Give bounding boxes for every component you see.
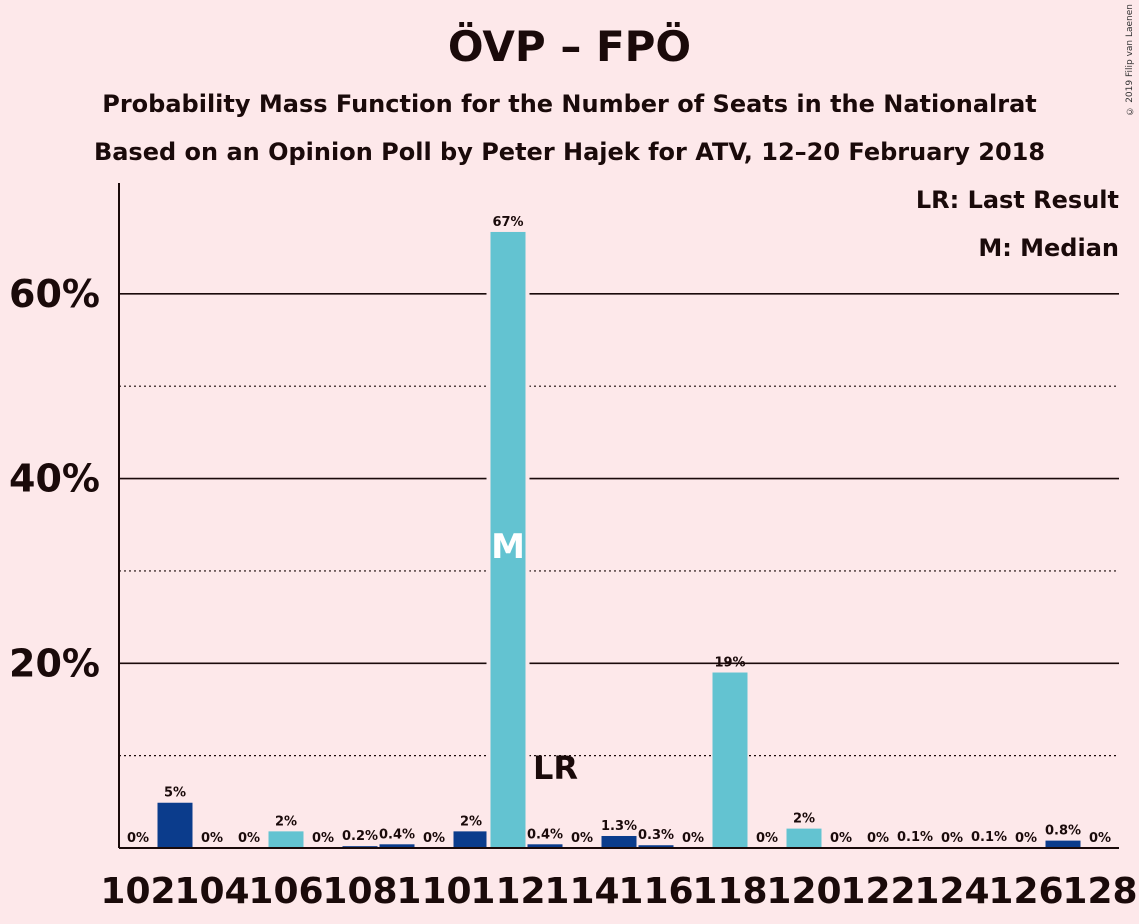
x-tick-label: 128 (1062, 871, 1137, 912)
last-result-marker: LR (533, 749, 578, 787)
bar-data-label: 0.2% (342, 829, 378, 844)
bar-data-label: 0.8% (1045, 824, 1081, 839)
bar-data-label: 0.4% (527, 827, 563, 842)
bar (712, 672, 748, 848)
bar-data-label: 2% (460, 814, 482, 829)
bar-data-label: 0.3% (638, 828, 674, 843)
bar-data-label: 0.1% (897, 830, 933, 845)
bar-data-label: 19% (714, 656, 745, 671)
legend-median: M: Median (978, 234, 1119, 262)
x-tick-label: 106 (248, 871, 323, 912)
chart-subtitle-2: Based on an Opinion Poll by Peter Hajek … (93, 138, 1046, 166)
bar-data-label: 0% (312, 831, 334, 846)
x-tick-label: 122 (840, 871, 915, 912)
bar-data-label: 0% (1089, 831, 1111, 846)
x-tick-label: 108 (322, 871, 397, 912)
x-tick-label: 112 (470, 871, 545, 912)
bar-data-label: 0% (756, 831, 778, 846)
bar (268, 831, 304, 848)
bar-data-label: 0% (941, 831, 963, 846)
bar-data-label: 0% (867, 831, 889, 846)
median-marker: M (491, 527, 525, 567)
bar (601, 835, 637, 848)
x-tick-label: 102 (100, 871, 175, 912)
bar-data-label: 0% (1015, 831, 1037, 846)
x-tick-label: 110 (396, 871, 471, 912)
x-tick-label: 114 (544, 871, 619, 912)
bar (638, 845, 674, 848)
bar-data-label: 0% (127, 831, 149, 846)
x-tick-label: 104 (174, 871, 249, 912)
y-tick-label: 60% (9, 272, 100, 316)
y-tick-label: 40% (9, 457, 100, 501)
bar (1045, 840, 1081, 848)
bar-data-label: 5% (164, 786, 186, 801)
bar (527, 844, 563, 848)
bar (379, 844, 415, 848)
bar-data-label: 0% (238, 831, 260, 846)
legend-last-result: LR: Last Result (915, 186, 1119, 214)
x-tick-label: 126 (988, 871, 1063, 912)
bar (157, 802, 193, 848)
bar-data-label: 1.3% (601, 819, 637, 834)
bar-data-label: 0.1% (971, 830, 1007, 845)
bar (786, 828, 822, 848)
bar-data-label: 0.4% (379, 827, 415, 842)
bar-data-label: 67% (492, 215, 523, 230)
bar-data-label: 2% (793, 812, 815, 827)
x-tick-label: 118 (692, 871, 767, 912)
bar-data-label: 0% (201, 831, 223, 846)
bar (490, 231, 526, 848)
bar-data-label: 0% (830, 831, 852, 846)
bar-data-label: 2% (275, 814, 297, 829)
bar-data-label: 0% (423, 831, 445, 846)
bar (453, 831, 489, 848)
x-tick-label: 116 (618, 871, 693, 912)
y-tick-label: 20% (9, 641, 100, 685)
bar-data-label: 0% (571, 831, 593, 846)
chart-title: ÖVP – FPÖ (447, 22, 692, 71)
chart-subtitle-1: Probability Mass Function for the Number… (102, 90, 1037, 118)
bar-data-label: 0% (682, 831, 704, 846)
x-tick-label: 120 (766, 871, 841, 912)
x-tick-label: 124 (914, 871, 989, 912)
